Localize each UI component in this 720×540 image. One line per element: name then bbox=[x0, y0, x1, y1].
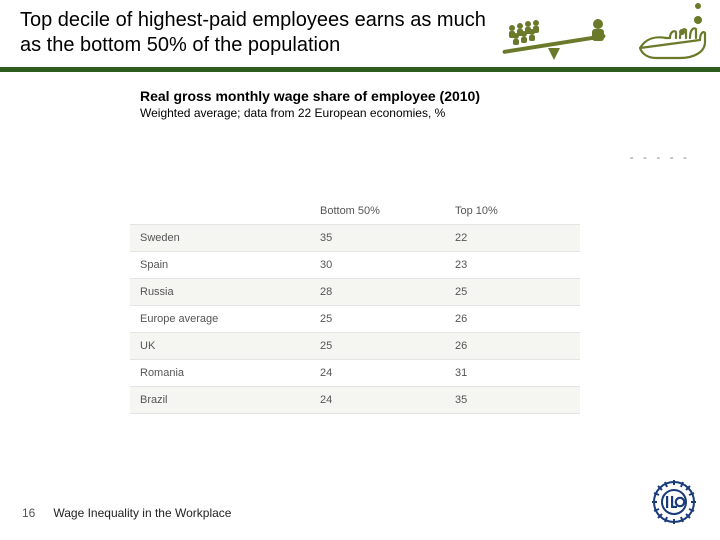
decorative-dashes: - - - - - bbox=[630, 150, 690, 164]
bottom50-cell: 25 bbox=[310, 306, 445, 333]
table-row: Europe average 25 26 bbox=[130, 306, 580, 333]
bottom50-cell: 28 bbox=[310, 279, 445, 306]
bottom50-cell: 35 bbox=[310, 225, 445, 252]
country-cell: Russia bbox=[130, 279, 310, 306]
country-cell: Spain bbox=[130, 252, 310, 279]
chart-title: Real gross monthly wage share of employe… bbox=[140, 88, 570, 104]
top10-cell: 26 bbox=[445, 306, 580, 333]
top10-cell: 35 bbox=[445, 387, 580, 414]
page-title: Top decile of highest-paid employees ear… bbox=[20, 8, 490, 58]
table-row: Spain 30 23 bbox=[130, 252, 580, 279]
slide: Top decile of highest-paid employees ear… bbox=[0, 0, 720, 540]
table-row: Russia 28 25 bbox=[130, 279, 580, 306]
table-header-blank bbox=[130, 198, 310, 225]
table-row: Brazil 24 35 bbox=[130, 387, 580, 414]
country-cell: UK bbox=[130, 333, 310, 360]
header-illustration bbox=[498, 0, 708, 66]
bottom50-cell: 30 bbox=[310, 252, 445, 279]
bottom50-cell: 24 bbox=[310, 387, 445, 414]
ilo-logo bbox=[650, 478, 698, 526]
country-cell: Romania bbox=[130, 360, 310, 387]
chart-header: Real gross monthly wage share of employe… bbox=[140, 88, 570, 121]
table-row: Sweden 35 22 bbox=[130, 225, 580, 252]
bottom50-cell: 24 bbox=[310, 360, 445, 387]
table-row: Romania 24 31 bbox=[130, 360, 580, 387]
country-cell: Sweden bbox=[130, 225, 310, 252]
table-header-row: Bottom 50% Top 10% bbox=[130, 198, 580, 225]
top10-cell: 26 bbox=[445, 333, 580, 360]
table-header-top10: Top 10% bbox=[445, 198, 580, 225]
top10-cell: 22 bbox=[445, 225, 580, 252]
header-area: Top decile of highest-paid employees ear… bbox=[20, 8, 490, 58]
country-cell: Europe average bbox=[130, 306, 310, 333]
top10-cell: 23 bbox=[445, 252, 580, 279]
country-cell: Brazil bbox=[130, 387, 310, 414]
top10-cell: 25 bbox=[445, 279, 580, 306]
wage-share-table: Bottom 50% Top 10% Sweden 35 22 Spain 30… bbox=[130, 198, 580, 414]
table-row: UK 25 26 bbox=[130, 333, 580, 360]
footer-title: Wage Inequality in the Workplace bbox=[53, 506, 231, 520]
table-header-bottom50: Bottom 50% bbox=[310, 198, 445, 225]
ilo-logo-icon bbox=[650, 478, 698, 526]
page-number: 16 bbox=[22, 506, 35, 520]
top10-cell: 31 bbox=[445, 360, 580, 387]
seesaw-icon bbox=[498, 8, 618, 64]
footer: 16 Wage Inequality in the Workplace bbox=[22, 506, 231, 520]
header-divider bbox=[0, 67, 720, 72]
open-hand-icon bbox=[636, 18, 708, 62]
bottom50-cell: 25 bbox=[310, 333, 445, 360]
chart-subtitle: Weighted average; data from 22 European … bbox=[140, 106, 570, 121]
